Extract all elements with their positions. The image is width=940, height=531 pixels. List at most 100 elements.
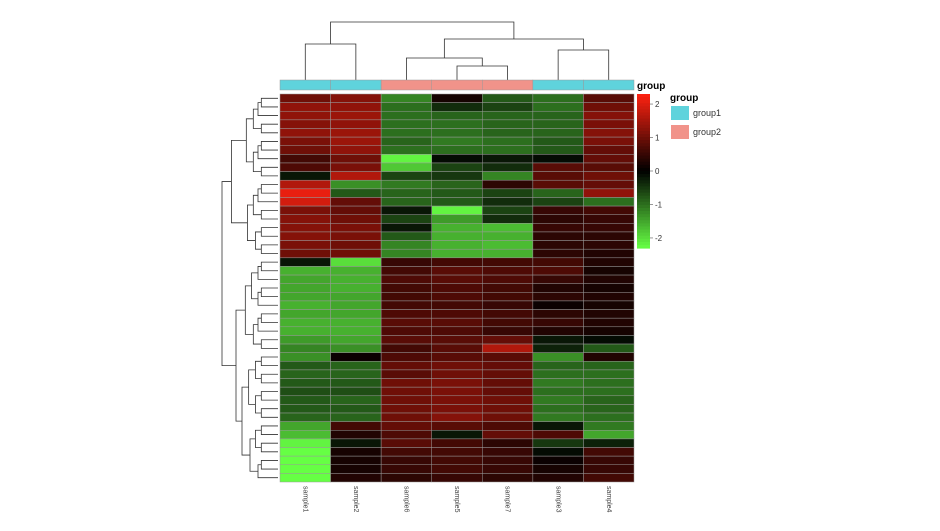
heatmap-cell [330,352,382,362]
heatmap-cell [279,119,331,129]
heatmap-cell [431,257,483,267]
heatmap-cell [279,214,331,224]
heatmap-cell [583,386,635,397]
color-scale-swatch [637,220,650,224]
heatmap-cell [532,162,584,172]
heatmap-cell [431,214,483,224]
heatmap-cell [482,438,534,448]
heatmap-cell [532,110,584,121]
heatmap-cell [583,154,635,164]
heatmap-cell [279,438,331,448]
heatmap-cell [482,404,534,414]
heatmap-cell [380,266,432,276]
heatmap-cell [583,266,635,276]
heatmap-cell [431,145,483,155]
heatmap-cell [380,404,432,414]
heatmap-cell [330,274,382,284]
color-scale-swatch [637,143,650,147]
heatmap-cell [583,188,635,198]
color-scale-swatch [637,171,650,175]
heatmap-cell [279,188,331,198]
color-scale-swatch [637,155,650,160]
heatmap-cell [279,128,331,138]
heatmap-cell [380,447,432,457]
color-scale-swatch [637,103,650,107]
heatmap-cell [279,430,331,440]
dendrogram-branch [255,429,262,448]
heatmap-cell [330,395,382,405]
heatmap-cell [431,421,483,431]
heatmap-cell [380,223,432,233]
heatmap-cell [330,404,382,414]
heatmap-cell [583,119,635,129]
dendrogram-branch [252,194,262,216]
heatmap-cell [583,274,635,284]
heatmap-cell [431,136,483,146]
heatmap-cell [380,179,432,190]
heatmap-cell [532,205,584,215]
dendrogram-branch [443,38,584,58]
heatmap-cell [532,395,584,405]
color-scale-swatch [637,198,650,203]
heatmap-cell [330,421,382,431]
heatmap-cell [532,179,584,190]
annotation-cell [330,79,382,91]
annotation-cell [380,79,432,91]
heatmap-cell [380,430,432,440]
color-scale-swatch [637,214,650,218]
heatmap-cell [431,179,483,190]
color-scale-swatch [637,207,650,212]
heatmap-cell [583,378,635,388]
color-scale-swatch [637,201,650,206]
heatmap-cell [482,361,534,371]
dendrogram-branch [260,261,278,272]
heatmap-cell [482,145,534,155]
color-scale-swatch [637,204,650,209]
heatmap-cell [532,326,584,336]
color-scale-swatch [637,100,650,104]
heatmap-cell [380,464,432,474]
heatmap-cell [583,447,635,457]
heatmap-cell [330,412,382,422]
heatmap-cell [532,386,584,397]
group-legend-label: group1 [693,108,721,118]
heatmap-cell [532,292,584,302]
heatmap-cell [330,378,382,388]
heatmap-cell [431,248,483,259]
color-scale-swatch [637,140,650,144]
heatmap-cell [482,447,534,457]
heatmap-cell [532,369,584,379]
heatmap-cell [330,136,382,146]
heatmap-cell [431,438,483,448]
heatmap-cell [279,283,331,293]
heatmap-cell [279,335,331,345]
heatmap-cell [482,188,534,198]
dendrogram-branch [260,460,278,470]
color-scale-legend: 2 1 0 -1 -2 [637,94,663,249]
heatmap-cell [380,110,432,121]
annotation-cell [431,79,483,91]
heatmap-cell [380,197,432,207]
heatmap-cell [279,162,331,172]
heatmap-cell [330,93,382,103]
row-dendrogram [221,97,278,479]
dendrogram-branch [304,43,357,80]
color-scale-swatch [637,223,650,228]
heatmap-cell [583,326,635,336]
heatmap-cell [532,248,584,259]
dendrogram-branch [260,442,278,453]
dendrogram-branch [260,408,278,418]
heatmap-cell [279,102,331,112]
heatmap-cell [482,231,534,241]
dendrogram-branch [260,97,278,108]
heatmap-cell [380,343,432,353]
heatmap-cell [279,361,331,371]
dendrogram-branch [248,369,256,405]
heatmap-cell [380,412,432,422]
heatmap-cell [330,317,382,328]
heatmap-cell [532,283,584,293]
heatmap-cell [583,352,635,362]
heatmap-cell [380,369,432,379]
heatmap-cell [583,455,635,466]
heatmap-cell [482,473,534,483]
